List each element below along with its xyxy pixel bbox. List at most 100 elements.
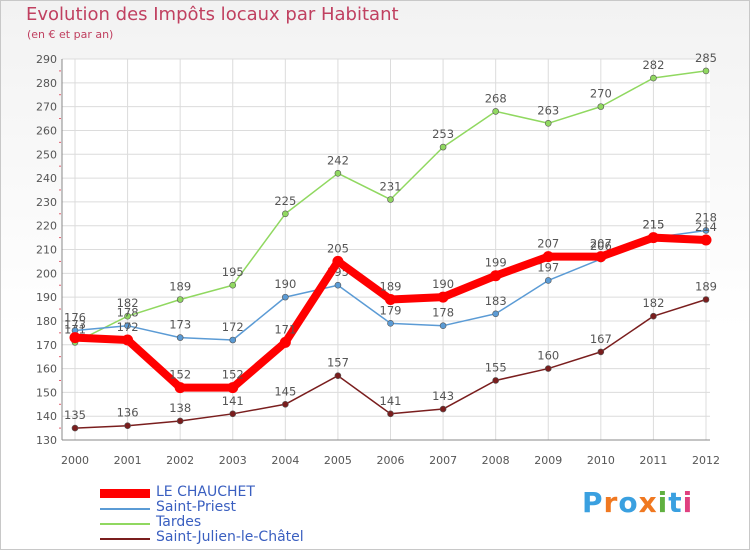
x-tick-label: 2007 <box>429 454 457 467</box>
data-label-saint-priest: 218 <box>695 210 717 224</box>
point-le-chauchet <box>279 336 291 348</box>
data-label-saint-priest: 179 <box>380 303 402 317</box>
data-label-saint-julien-le-chatel: 155 <box>485 360 507 374</box>
chart-subtitle: (en € et par an) <box>27 28 114 41</box>
x-tick-label: 2008 <box>482 454 510 467</box>
point-saint-julien-le-chatel <box>124 422 131 430</box>
point-saint-julien-le-chatel <box>492 377 499 384</box>
point-saint-julien-le-chatel <box>650 312 657 320</box>
data-label-tardes: 195 <box>222 265 244 279</box>
data-label-tardes: 253 <box>432 127 454 141</box>
data-label-saint-julien-le-chatel: 157 <box>327 356 349 370</box>
data-label-saint-julien-le-chatel: 135 <box>64 408 86 422</box>
data-label-tardes: 225 <box>274 194 296 208</box>
legend-item-saint-priest: Saint-Priest <box>100 499 430 516</box>
point-saint-priest <box>544 277 552 284</box>
point-tardes <box>597 103 605 110</box>
data-label-le-chauchet: 152 <box>222 368 244 382</box>
y-tick-label: 280 <box>36 77 57 90</box>
point-tardes <box>176 296 184 303</box>
data-label-saint-priest: 190 <box>274 277 296 291</box>
point-saint-julien-le-chatel <box>229 410 237 418</box>
data-label-saint-julien-le-chatel: 141 <box>380 394 402 408</box>
data-label-le-chauchet: 173 <box>64 318 86 332</box>
data-label-tardes: 263 <box>537 103 559 117</box>
logo-letter: r <box>603 486 619 519</box>
y-tick-label: 230 <box>36 196 57 209</box>
x-tick-label: 2005 <box>324 454 352 467</box>
data-label-tardes: 182 <box>117 296 139 310</box>
y-tick-label: 250 <box>36 148 57 161</box>
logo-letter: i <box>682 486 694 519</box>
legend-swatch-saint-priest <box>100 508 150 510</box>
y-tick-label: 210 <box>36 244 57 257</box>
data-label-tardes: 242 <box>327 153 349 167</box>
data-label-saint-julien-le-chatel: 138 <box>169 401 191 415</box>
x-tick-label: 2002 <box>166 454 194 467</box>
data-label-le-chauchet: 171 <box>274 322 296 336</box>
point-saint-julien-le-chatel <box>439 405 447 413</box>
data-label-tardes: 270 <box>590 87 612 101</box>
point-tardes <box>702 67 710 75</box>
data-label-saint-julien-le-chatel: 141 <box>222 394 244 408</box>
legend-label-tardes: Tardes <box>156 514 202 530</box>
data-label-le-chauchet: 190 <box>432 277 454 291</box>
point-saint-priest <box>439 322 447 330</box>
data-label-tardes: 268 <box>485 91 507 105</box>
data-label-tardes: 189 <box>169 280 191 294</box>
y-tick-label: 130 <box>36 434 57 447</box>
logo-letter: o <box>618 486 639 519</box>
y-tick-label: 150 <box>36 386 57 399</box>
point-tardes <box>124 312 131 320</box>
data-label-saint-julien-le-chatel: 145 <box>274 384 296 398</box>
logo-letter: x <box>638 486 658 519</box>
data-label-saint-julien-le-chatel: 167 <box>590 332 612 346</box>
logo-letter: t <box>668 486 683 519</box>
x-tick-label: 2004 <box>271 454 299 467</box>
point-le-chauchet <box>647 232 659 244</box>
point-le-chauchet <box>122 334 134 346</box>
point-saint-priest <box>387 320 394 327</box>
legend-swatch-tardes <box>100 523 150 525</box>
chart-title: Evolution des Impôts locaux par Habitant <box>26 4 399 25</box>
point-saint-julien-le-chatel <box>387 410 394 418</box>
x-tick-label: 2011 <box>639 454 667 467</box>
data-label-saint-priest: 172 <box>222 320 244 334</box>
point-saint-julien-le-chatel <box>544 365 552 372</box>
data-label-tardes: 231 <box>380 179 402 193</box>
point-saint-julien-le-chatel <box>334 372 342 380</box>
data-label-saint-julien-le-chatel: 143 <box>432 389 454 403</box>
point-saint-julien-le-chatel <box>71 424 79 432</box>
data-label-tardes: 285 <box>695 51 717 65</box>
point-le-chauchet <box>437 291 449 303</box>
y-tick-label: 140 <box>36 410 57 423</box>
legend: LE CHAUCHET Saint-Priest Tardes Saint-Ju… <box>100 484 430 546</box>
data-label-saint-priest: 206 <box>590 239 612 253</box>
point-saint-priest <box>282 293 289 301</box>
point-le-chauchet <box>227 382 239 394</box>
data-label-le-chauchet: 172 <box>117 320 139 334</box>
point-saint-julien-le-chatel <box>282 400 289 408</box>
x-tick-label: 2000 <box>61 454 89 467</box>
point-le-chauchet <box>490 270 502 282</box>
legend-item-le-chauchet: LE CHAUCHET <box>100 484 430 501</box>
point-le-chauchet <box>595 251 607 263</box>
data-label-le-chauchet: 207 <box>590 237 612 251</box>
point-tardes <box>387 196 394 203</box>
chart-plot: 130 140 150 160 170 180 190 200 210 220 230 240 250 2… <box>36 51 720 467</box>
point-saint-priest <box>334 281 342 289</box>
point-saint-priest <box>492 310 499 318</box>
point-saint-priest <box>702 227 710 234</box>
point-tardes <box>229 281 237 289</box>
point-le-chauchet <box>69 332 81 344</box>
data-label-saint-julien-le-chatel: 182 <box>642 296 664 310</box>
y-tick-label: 180 <box>36 315 57 328</box>
y-tick-label: 220 <box>36 220 57 233</box>
y-tick-label: 260 <box>36 124 57 137</box>
point-saint-priest <box>229 336 237 344</box>
logo-letter: i <box>657 486 669 519</box>
x-tick-label: 2012 <box>692 454 720 467</box>
legend-swatch-saint-julien <box>100 538 150 540</box>
legend-item-tardes: Tardes <box>100 514 430 531</box>
data-label-saint-priest: 173 <box>169 318 191 332</box>
